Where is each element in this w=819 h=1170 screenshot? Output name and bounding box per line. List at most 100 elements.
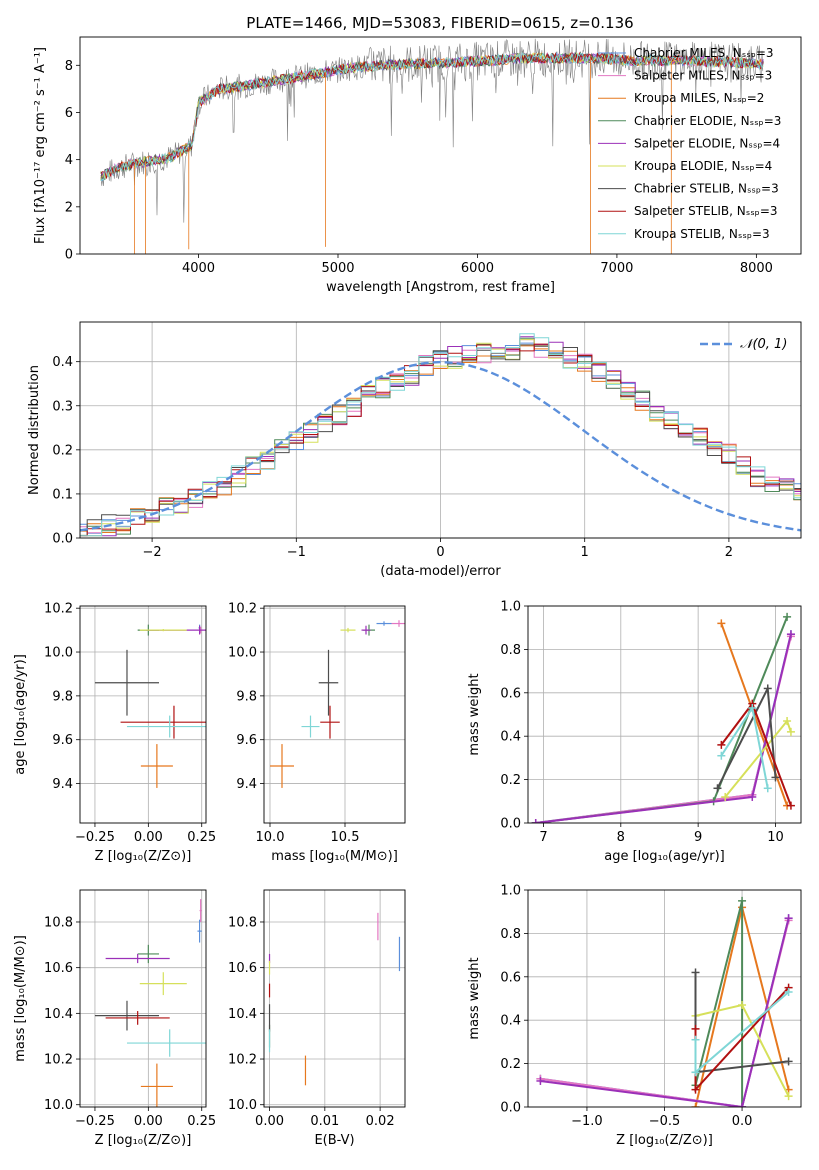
- legend-entry: Salpeter ELODIE, Nₛₛₚ=4: [634, 136, 780, 150]
- y-tick-label: 0.8: [500, 643, 521, 658]
- histogram-kroupa-stelib: [80, 333, 801, 537]
- x-tick-label: 0.00: [255, 1114, 284, 1129]
- y-tick-label: 0.0: [52, 532, 73, 547]
- x-tick-label: 0: [436, 545, 444, 560]
- y-tick-label: 9.8: [52, 689, 73, 704]
- mass_vs_Z-axes: [76, 890, 206, 1111]
- massweight_vs_age-series: [531, 612, 795, 823]
- mass_vs_Z-ylabel: mass [log₁₀(M/M⊙)]: [13, 935, 28, 1062]
- y-tick-label: 0.1: [52, 487, 73, 502]
- x-tick-label: −0.25: [75, 1114, 115, 1129]
- spectrum-axes: [76, 64, 757, 258]
- residuals-axes: [76, 322, 801, 542]
- age_vs_Z-axes: [76, 606, 206, 827]
- spectrum-xlabel: wavelength [Angstrom, rest frame]: [326, 280, 555, 295]
- y-tick-label: 0.2: [500, 773, 521, 788]
- x-tick-label: −2: [143, 545, 162, 560]
- y-tick-label: 0.4: [500, 730, 521, 745]
- age_vs_Z-points: [94, 624, 206, 788]
- legend-entry: Kroupa STELIB, Nₛₛₚ=3: [634, 227, 770, 241]
- y-tick-label: 0.0: [500, 817, 521, 832]
- y-tick-label: 1.0: [500, 884, 521, 899]
- x-tick-label: 1: [581, 545, 589, 560]
- normal-distribution-curve: [80, 360, 801, 532]
- residual-histograms: [80, 333, 801, 537]
- mass_vs_Z-points: [94, 899, 206, 1107]
- legend-entry: 𝒩(0, 1): [740, 337, 787, 352]
- x-tick-label: 2: [725, 545, 733, 560]
- age_vs_Z-ylabel: age [log₁₀(age/yr)]: [13, 654, 28, 775]
- series-salpeter-elodie: [540, 917, 790, 1107]
- x-tick-label: 5000: [321, 261, 354, 276]
- x-tick-label: −0.5: [649, 1114, 681, 1129]
- x-tick-label: −0.25: [75, 830, 115, 845]
- observed-spectrum-line: [100, 38, 764, 223]
- y-tick-label: 0.6: [500, 686, 521, 701]
- x-tick-label: −1.0: [571, 1114, 603, 1129]
- x-tick-label: 0.00: [134, 830, 163, 845]
- x-tick-label: 0.25: [187, 1114, 216, 1129]
- age_vs_Z-xlabel: Z [log₁₀(Z/Z⊙)]: [95, 849, 192, 864]
- mass_vs_ebv-frame: [263, 889, 406, 1108]
- age_vs_mass-frame: [263, 605, 406, 824]
- x-tick-label: 0.02: [366, 1114, 395, 1129]
- y-tick-label: 10.4: [44, 1007, 73, 1022]
- massweight_vs_age-axes: [524, 605, 801, 827]
- massweight_vs_age-frame: [527, 605, 802, 824]
- x-tick-label: 6000: [461, 261, 494, 276]
- y-tick-label: 0.0: [500, 1101, 521, 1116]
- histogram-salpeter-elodie: [80, 336, 801, 537]
- massweight_vs_age-xlabel: age [log₁₀(age/yr)]: [604, 849, 725, 864]
- residuals-frame: [79, 321, 802, 539]
- legend-entry: Salpeter STELIB, Nₛₛₚ=3: [634, 204, 778, 218]
- x-tick-label: 8000: [740, 261, 773, 276]
- legend-entry: Kroupa ELODIE, Nₛₛₚ=4: [634, 159, 772, 173]
- y-tick-label: 9.8: [236, 689, 257, 704]
- y-tick-label: 10.0: [44, 646, 73, 661]
- massweight_vs_Z-frame: [527, 889, 802, 1108]
- y-tick-label: 0.8: [500, 927, 521, 942]
- residuals-xlabel: (data-model)/error: [380, 564, 501, 579]
- massweight_vs_Z-xlabel: Z [log₁₀(Z/Z⊙)]: [616, 1133, 713, 1148]
- x-tick-label: 0.0: [732, 1114, 753, 1129]
- x-tick-label: 7000: [600, 261, 633, 276]
- mass_vs_ebv-axes: [260, 890, 405, 1111]
- legend-entry: Salpeter MILES, Nₛₛₚ=3: [634, 69, 772, 83]
- series-chabrier-elodie: [535, 616, 789, 823]
- y-tick-label: 2: [65, 200, 73, 215]
- y-tick-label: 0: [65, 248, 73, 263]
- y-tick-label: 6: [65, 106, 73, 121]
- legend-entry: Chabrier STELIB, Nₛₛₚ=3: [634, 182, 779, 196]
- x-tick-label: 10.0: [256, 830, 285, 845]
- histogram-salpeter-stelib: [80, 343, 801, 537]
- y-tick-label: 10.2: [44, 602, 73, 617]
- residuals-ylabel: Normed distribution: [27, 365, 42, 495]
- x-tick-label: 9: [694, 830, 702, 845]
- y-tick-label: 9.6: [236, 733, 257, 748]
- massweight_vs_Z-series: [536, 896, 793, 1107]
- y-tick-label: 0.2: [500, 1057, 521, 1072]
- y-tick-label: 10.6: [228, 961, 257, 976]
- age_vs_mass-xlabel: mass [log₁₀(M/M⊙)]: [271, 849, 398, 864]
- model-spectrum-kroupa-stelib: [100, 51, 764, 182]
- x-tick-label: 8: [617, 830, 625, 845]
- legend-entry: Kroupa MILES, Nₛₛₚ=2: [634, 91, 764, 105]
- y-tick-label: 0.4: [52, 355, 73, 370]
- spectrum-legend: Chabrier MILES, Nₛₛₚ=3 Salpeter MILES, Nₛ…: [598, 46, 781, 241]
- mass_vs_Z-xlabel: Z [log₁₀(Z/Z⊙)]: [95, 1133, 192, 1148]
- y-tick-label: 10.6: [44, 961, 73, 976]
- spectrum-lines: [100, 38, 764, 254]
- legend-entry: Chabrier ELODIE, Nₛₛₚ=3: [634, 114, 781, 128]
- spectrum-frame: [79, 36, 802, 255]
- massweight_vs_age-ylabel: mass weight: [467, 673, 482, 755]
- mass_vs_ebv-points: [268, 912, 401, 1086]
- massweight_vs_Z-ylabel: mass weight: [467, 957, 482, 1039]
- series-kroupa-elodie: [724, 718, 792, 798]
- x-tick-label: 10.5: [331, 830, 360, 845]
- y-tick-label: 8: [65, 59, 73, 74]
- y-tick-label: 0.6: [500, 970, 521, 985]
- y-tick-label: 10.8: [228, 915, 257, 930]
- histogram-chabrier-stelib: [80, 344, 801, 531]
- mass_vs_Z-frame: [79, 889, 207, 1108]
